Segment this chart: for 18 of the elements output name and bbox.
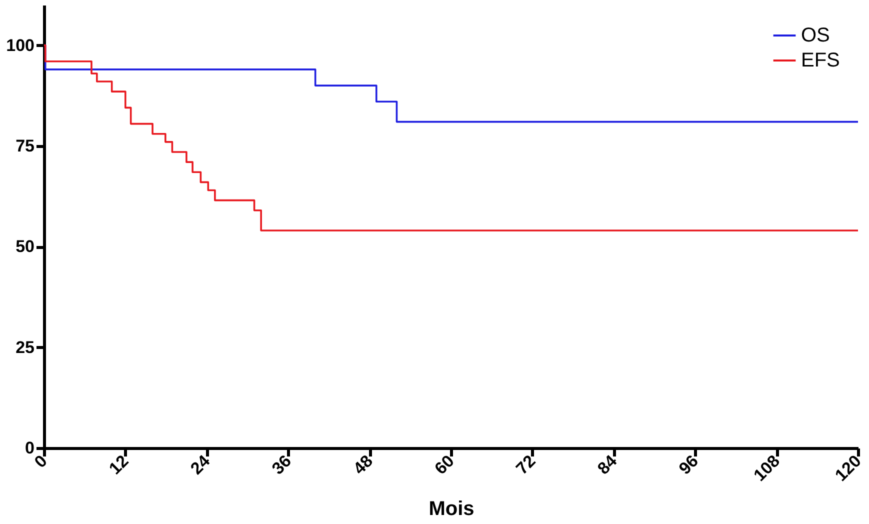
x-tick-label: 48 (350, 451, 376, 478)
x-tick-label: 120 (831, 451, 865, 485)
x-tick-label: 36 (268, 451, 296, 478)
legend-label: OS (801, 24, 830, 46)
x-axis-title: Mois (428, 498, 474, 520)
y-tick-label: 75 (16, 136, 34, 156)
x-tick-label: 24 (186, 451, 214, 478)
y-tick-label: 100 (6, 36, 34, 55)
y-tick-label: 25 (16, 338, 34, 357)
x-tick-label: 84 (594, 451, 622, 478)
y-tick-label: 50 (16, 237, 34, 256)
x-tick-label: 108 (750, 451, 784, 485)
x-tick-label: 96 (675, 451, 702, 478)
y-tick-label: 0 (25, 438, 34, 458)
x-tick-label: 12 (105, 451, 132, 478)
x-tick-label: 60 (431, 451, 458, 478)
x-tick-label: 72 (512, 451, 540, 478)
legend-label: EFS (801, 50, 840, 72)
